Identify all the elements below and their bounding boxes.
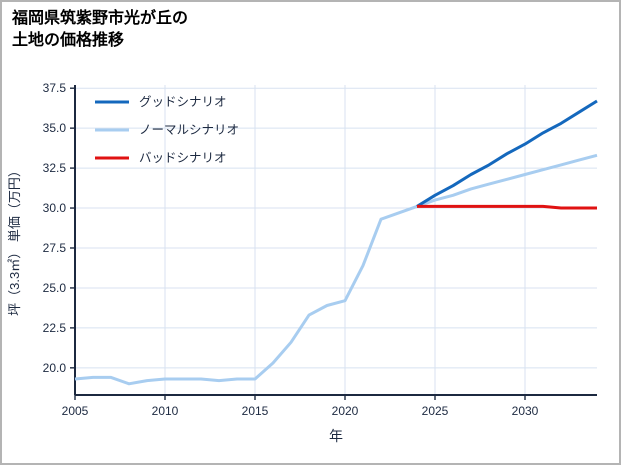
y-tick-label: 25.0 bbox=[43, 281, 67, 295]
x-tick-label: 2015 bbox=[242, 404, 269, 418]
x-tick-label: 2010 bbox=[152, 404, 179, 418]
y-tick-label: 20.0 bbox=[43, 361, 67, 375]
y-tick-label: 32.5 bbox=[43, 161, 67, 175]
x-axis-label: 年 bbox=[329, 428, 343, 444]
y-tick-label: 22.5 bbox=[43, 321, 67, 335]
y-tick-label: 37.5 bbox=[43, 81, 67, 95]
chart-title: 福岡県筑紫野市光が丘の 土地の価格推移 bbox=[12, 8, 188, 53]
series-line-normal bbox=[74, 153, 598, 386]
legend-label: グッドシナリオ bbox=[139, 95, 227, 109]
x-tick-label: 2030 bbox=[512, 404, 539, 418]
y-tick-label: 35.0 bbox=[43, 121, 67, 135]
chart-title-line2: 土地の価格推移 bbox=[12, 32, 125, 50]
series-line-good bbox=[416, 99, 598, 208]
y-tick-label: 30.0 bbox=[43, 201, 67, 215]
y-tick-label: 27.5 bbox=[43, 241, 67, 255]
legend-label: バッドシナリオ bbox=[139, 151, 227, 165]
legend-label: ノーマルシナリオ bbox=[139, 123, 239, 137]
chart-title-line1: 福岡県筑紫野市光が丘の bbox=[12, 10, 189, 27]
x-tick-label: 2020 bbox=[332, 404, 359, 418]
y-axis-label: 坪（3.3㎡） 単価（万円） bbox=[7, 164, 22, 316]
x-tick-label: 2005 bbox=[62, 404, 89, 418]
series-line-bad bbox=[417, 204, 597, 210]
x-tick-label: 2025 bbox=[422, 404, 449, 418]
